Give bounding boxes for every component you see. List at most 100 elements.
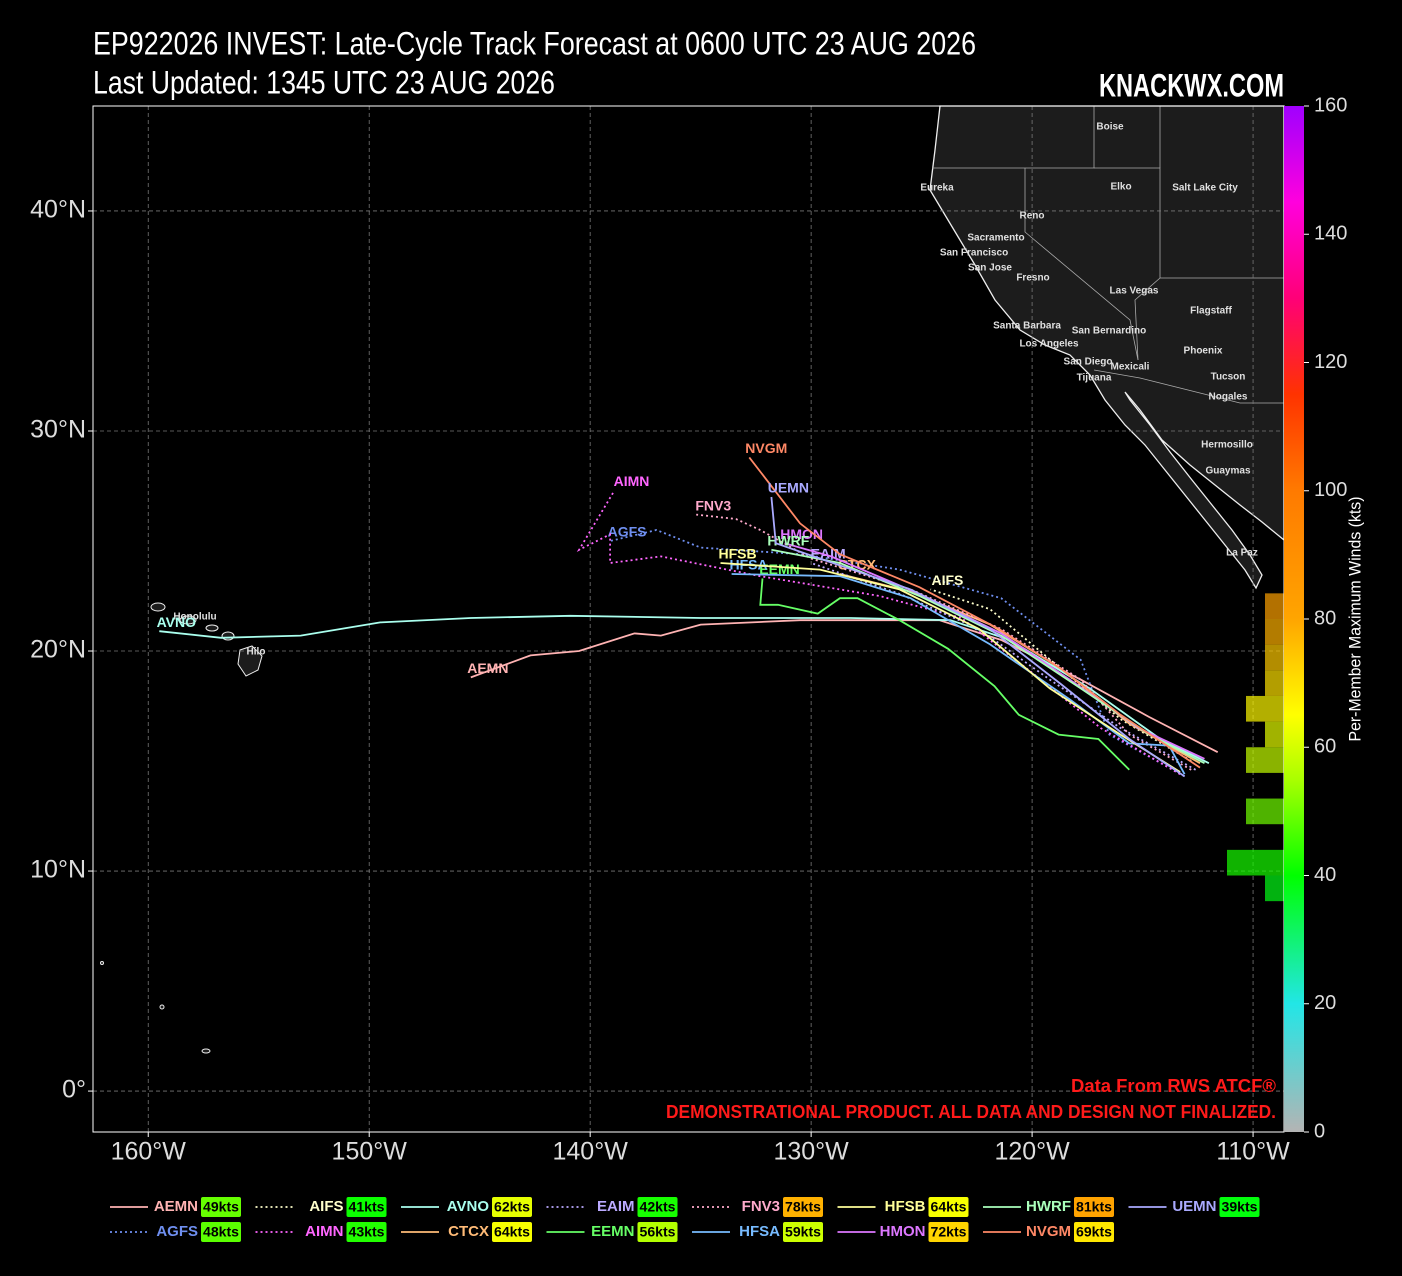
island [237,645,263,677]
legend-wind-box [637,1197,678,1217]
legend-wind-box [492,1197,532,1217]
track-label: UEMN [768,480,809,496]
legend-wind-box [928,1222,969,1242]
track-label: NVGM [745,440,787,456]
track-label: AVNO [157,614,197,630]
place-label: Hermosillo [1201,440,1253,451]
land [929,105,1285,590]
track [159,614,1210,765]
colorbar [1284,106,1304,1132]
legend-label: UEMN [1172,1198,1216,1215]
legend-wind-label: 64kts [494,1224,530,1240]
track [696,513,1192,771]
country-border [1093,369,1284,404]
legend-wind-label: 49kts [203,1199,239,1215]
histogram-bar [1265,670,1284,696]
histogram-bar [1265,721,1284,748]
track [759,578,1130,771]
track [470,619,1219,754]
y-tick-label: 0° [62,1076,86,1104]
legend-wind-label: 69kts [1076,1224,1112,1240]
legend-label: HFSB [885,1198,926,1215]
legend-wind-label: 64kts [931,1199,967,1215]
island [221,631,235,641]
track-label: EEMN [759,561,799,577]
legend-label: AVNO [447,1198,490,1215]
colorbar-tick-label: 40 [1314,864,1336,886]
legend-wind-label: 59kts [785,1224,821,1240]
y-tick-label: 40°N [30,196,86,224]
state-border [1024,168,1139,361]
credit: Data From RWS ATCF® [1071,1076,1276,1096]
legend-wind-label: 48kts [203,1224,239,1240]
island [201,1048,211,1054]
place-label: San Bernardino [1072,326,1146,337]
legend-wind-label: 72kts [931,1224,967,1240]
x-tick-label: 110°W [1216,1138,1290,1166]
place-label: Nogales [1209,392,1248,403]
legend-wind-box [637,1222,678,1242]
legend-wind-box [346,1222,387,1242]
legend-label: AIMN [305,1223,343,1240]
legend-wind-box [346,1197,387,1217]
legend-label: HMON [880,1223,926,1240]
legend-label: AIFS [309,1198,343,1215]
place-label: Sacramento [967,233,1024,244]
chart-title: EP922026 INVEST: Late-Cycle Track Foreca… [93,25,976,61]
colorbar-tick-label: 80 [1314,607,1336,629]
histogram-bar [1265,593,1284,619]
track-label: AIFS [932,572,964,588]
brand: KNACKWX.COM [1099,67,1284,103]
histogram-bar [1265,619,1284,645]
legend-wind-box [492,1222,532,1242]
legend-label: EEMN [591,1223,634,1240]
state-border [1134,277,1161,361]
legend-label: CTCX [448,1223,489,1240]
place-label: Mexicali [1111,362,1150,373]
track [720,562,1181,773]
track [748,456,1201,769]
track [770,496,1186,778]
legend: AEMN 49kts AGFS 48kts AIFS 41kts AIMN 43kts AVNO… [110,1197,1260,1242]
legend-label: AEMN [154,1198,198,1215]
x-tick-label: 140°W [553,1138,629,1166]
place-label: Guaymas [1205,466,1250,477]
track [810,562,1197,771]
histogram-bar [1227,849,1284,876]
colorbar-tick-label: 60 [1314,736,1336,758]
legend-wind-label: 42kts [640,1199,676,1215]
place-label: Las Vegas [1110,286,1159,297]
track-label: AGFS [608,524,647,540]
island [179,615,197,625]
legend-wind-box [783,1197,823,1217]
colorbar-tick-label: 20 [1314,992,1336,1014]
legend-wind-label: 41kts [349,1199,385,1215]
map-area [93,105,1285,1132]
x-tick-label: 120°W [994,1138,1070,1166]
island [150,602,166,612]
track [576,489,1181,775]
x-tick-label: 160°W [111,1138,187,1166]
place-label: Elko [1110,182,1131,193]
legend-wind-label: 62kts [494,1199,530,1215]
island [159,1004,165,1010]
y-tick-label: 20°N [30,636,86,664]
colorbar-tick-label: 120 [1314,351,1347,373]
disclaimer: DEMONSTRATIONAL PRODUCT. ALL DATA AND DE… [666,1102,1276,1122]
place-label: Santa Barbara [993,321,1061,332]
histogram-bar [1246,695,1284,722]
legend-wind-label: 39kts [1222,1199,1258,1215]
place-label: Honolulu [173,612,216,623]
colorbar-tick-label: 160 [1314,94,1347,116]
track-label: HFSB [718,546,756,562]
legend-wind-label: 56kts [640,1224,676,1240]
histogram-bar [1246,798,1284,825]
place-label: Los Angeles [1019,339,1079,350]
track-label: FNV3 [695,497,731,513]
colorbar-tick-label: 100 [1314,479,1347,501]
place-label: Salt Lake City [1172,183,1238,194]
wind-histogram [1227,593,1284,902]
place-label: San Francisco [940,248,1008,259]
legend-wind-label: 43kts [349,1224,385,1240]
